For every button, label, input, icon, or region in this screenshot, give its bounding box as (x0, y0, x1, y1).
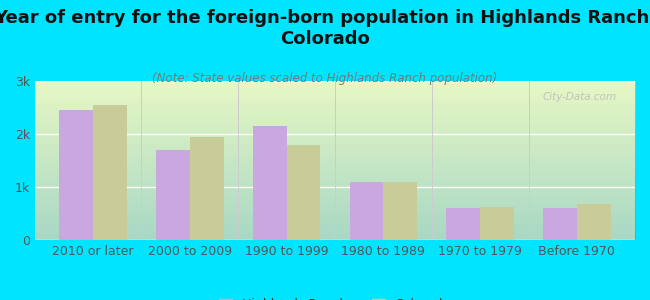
Text: City-Data.com: City-Data.com (543, 92, 617, 102)
Bar (543, 208, 577, 240)
Bar (190, 137, 224, 240)
Text: (Note: State values scaled to Highlands Ranch population): (Note: State values scaled to Highlands … (152, 72, 498, 85)
Text: Year of entry for the foreign-born population in Highlands Ranch,
Colorado: Year of entry for the foreign-born popul… (0, 9, 650, 48)
Bar (287, 145, 320, 240)
Bar (93, 105, 127, 240)
Bar (384, 182, 417, 240)
Bar (577, 204, 611, 240)
Bar (447, 208, 480, 240)
Bar (59, 110, 93, 240)
Bar (156, 150, 190, 240)
Bar (350, 182, 384, 240)
Bar (253, 126, 287, 240)
Bar (480, 207, 514, 240)
Legend: Highlands Ranch, Colorado: Highlands Ranch, Colorado (214, 293, 456, 300)
